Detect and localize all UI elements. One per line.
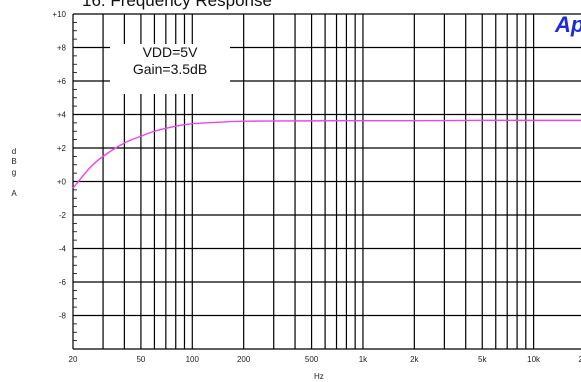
y-tick-label: +2 <box>57 144 67 153</box>
y-axis-label-char: A <box>11 189 17 198</box>
annotation-box: VDD=5V Gain=3.5dB <box>110 44 230 94</box>
x-tick-label: 5k <box>478 355 487 364</box>
x-tick-label: 20 <box>69 355 78 364</box>
y-axis-label-char: g <box>11 168 17 177</box>
x-tick-label: 100 <box>186 355 200 364</box>
chart-title: 16. Frequency Response <box>82 0 272 10</box>
x-tick-label: 1k <box>359 355 368 364</box>
y-tick-label: +8 <box>57 44 67 53</box>
y-tick-label: +10 <box>52 10 66 19</box>
y-axis-label-char: B <box>11 157 17 166</box>
y-axis-label-char: d <box>11 147 17 156</box>
annotation-line: VDD=5V <box>142 44 198 60</box>
x-tick-label: 20k <box>579 355 581 364</box>
x-axis-label: Hz <box>314 372 324 381</box>
y-tick-label: -4 <box>59 245 67 254</box>
x-tick-label: 2k <box>410 355 419 364</box>
y-tick-label: +6 <box>57 77 67 86</box>
y-tick-label: +0 <box>57 178 67 187</box>
y-tick-label: -6 <box>59 278 67 287</box>
y-tick-label: -8 <box>59 312 67 321</box>
annotation-line: Gain=3.5dB <box>132 61 208 77</box>
y-tick-label: +4 <box>57 111 67 120</box>
x-tick-label: 200 <box>237 355 251 364</box>
x-tick-label: 10k <box>527 355 541 364</box>
x-tick-label: 50 <box>136 355 145 364</box>
brand-logo: Ap <box>555 12 581 37</box>
x-tick-label: 500 <box>305 355 319 364</box>
y-tick-label: -2 <box>59 211 67 220</box>
series-line <box>72 119 581 189</box>
